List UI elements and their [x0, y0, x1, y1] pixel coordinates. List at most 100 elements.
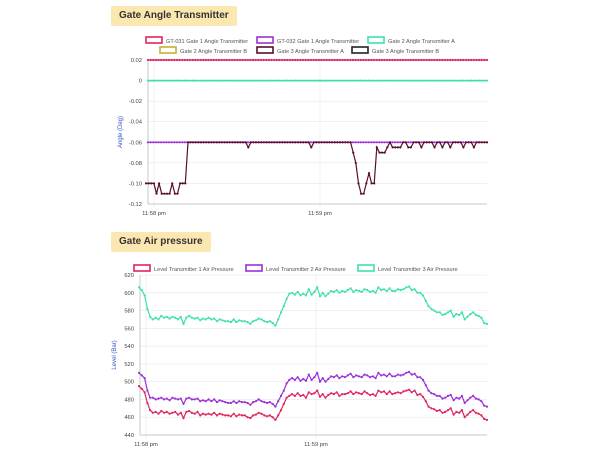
data-point — [357, 182, 360, 185]
panel-title-gate-angle: Gate Angle Transmitter — [111, 6, 237, 26]
data-point — [151, 396, 154, 399]
data-point — [369, 376, 372, 379]
data-point — [247, 146, 250, 149]
data-point — [324, 295, 327, 298]
data-point — [215, 141, 218, 144]
legend-label: Level Transmitter 3 Air Pressure — [378, 267, 458, 273]
data-point — [235, 321, 238, 324]
data-point — [325, 141, 329, 144]
data-point — [405, 286, 408, 289]
data-point — [181, 58, 184, 62]
data-point — [282, 305, 285, 308]
data-point — [349, 141, 352, 144]
data-point — [178, 79, 181, 82]
data-point — [441, 411, 444, 414]
data-point — [430, 58, 433, 62]
data-point — [313, 392, 316, 395]
legend-swatch — [159, 46, 177, 54]
data-point — [371, 393, 374, 396]
data-point — [424, 384, 427, 387]
data-point — [382, 373, 386, 376]
data-point — [254, 413, 257, 416]
data-point — [183, 58, 186, 62]
data-point — [441, 141, 444, 144]
data-point — [485, 418, 489, 421]
data-point — [254, 58, 257, 62]
data-point — [394, 375, 397, 378]
data-point — [274, 405, 277, 408]
data-point — [168, 317, 171, 320]
data-point — [191, 58, 194, 62]
data-point — [165, 79, 168, 82]
data-point — [152, 141, 155, 144]
data-point — [336, 141, 339, 144]
data-point — [341, 141, 344, 144]
data-point — [310, 146, 313, 149]
data-point — [262, 58, 265, 62]
data-point — [416, 291, 419, 294]
data-point — [288, 292, 291, 295]
data-point — [236, 79, 239, 82]
data-point — [173, 79, 176, 82]
data-point — [478, 58, 481, 62]
y-tick-label: 0 — [139, 79, 142, 85]
x-tick-label: 11:59 pm — [304, 442, 328, 448]
data-point — [375, 58, 378, 62]
data-point — [149, 409, 152, 412]
y-tick-label: 460 — [124, 415, 134, 421]
data-point — [242, 141, 245, 144]
data-point — [362, 58, 365, 62]
data-point — [188, 396, 191, 399]
data-point — [380, 391, 383, 394]
data-point — [167, 79, 171, 82]
data-point — [433, 58, 436, 62]
data-point — [462, 146, 465, 149]
data-point — [184, 182, 187, 185]
data-point — [485, 58, 489, 62]
data-point — [312, 141, 315, 144]
data-point — [409, 146, 412, 149]
data-point — [270, 79, 273, 82]
data-point — [458, 411, 461, 414]
data-point — [335, 391, 338, 394]
data-point — [162, 79, 165, 82]
data-point — [309, 58, 312, 62]
data-point — [404, 58, 407, 62]
data-point — [201, 317, 205, 320]
data-point — [413, 389, 416, 392]
data-point — [370, 141, 373, 144]
data-point — [433, 79, 436, 82]
data-point — [186, 79, 189, 82]
data-point — [246, 58, 249, 62]
data-point — [244, 79, 247, 82]
data-point — [318, 395, 322, 398]
data-point — [323, 79, 326, 82]
data-point — [386, 58, 389, 62]
y-tick-label: 0.02 — [131, 58, 142, 64]
data-point — [480, 400, 483, 403]
data-point — [441, 397, 444, 400]
data-point — [344, 58, 347, 62]
data-point — [309, 79, 312, 82]
data-point — [409, 79, 412, 82]
legend-item: Gate 3 Angle Transmitter A — [256, 46, 344, 55]
data-point — [472, 146, 475, 149]
data-point — [359, 141, 362, 144]
data-point — [165, 315, 168, 318]
data-point — [249, 79, 252, 82]
data-point — [165, 192, 169, 195]
data-point — [275, 58, 278, 62]
data-point — [407, 388, 411, 391]
data-point — [160, 409, 163, 413]
data-point — [201, 399, 205, 402]
data-point — [396, 391, 399, 394]
data-point — [402, 141, 405, 144]
data-point — [435, 394, 438, 397]
data-point — [204, 58, 207, 62]
y-tick-label: 520 — [124, 362, 134, 368]
data-point — [231, 58, 234, 62]
data-point — [399, 289, 402, 292]
data-point — [446, 311, 450, 314]
data-point — [227, 414, 230, 417]
data-point — [288, 394, 291, 397]
